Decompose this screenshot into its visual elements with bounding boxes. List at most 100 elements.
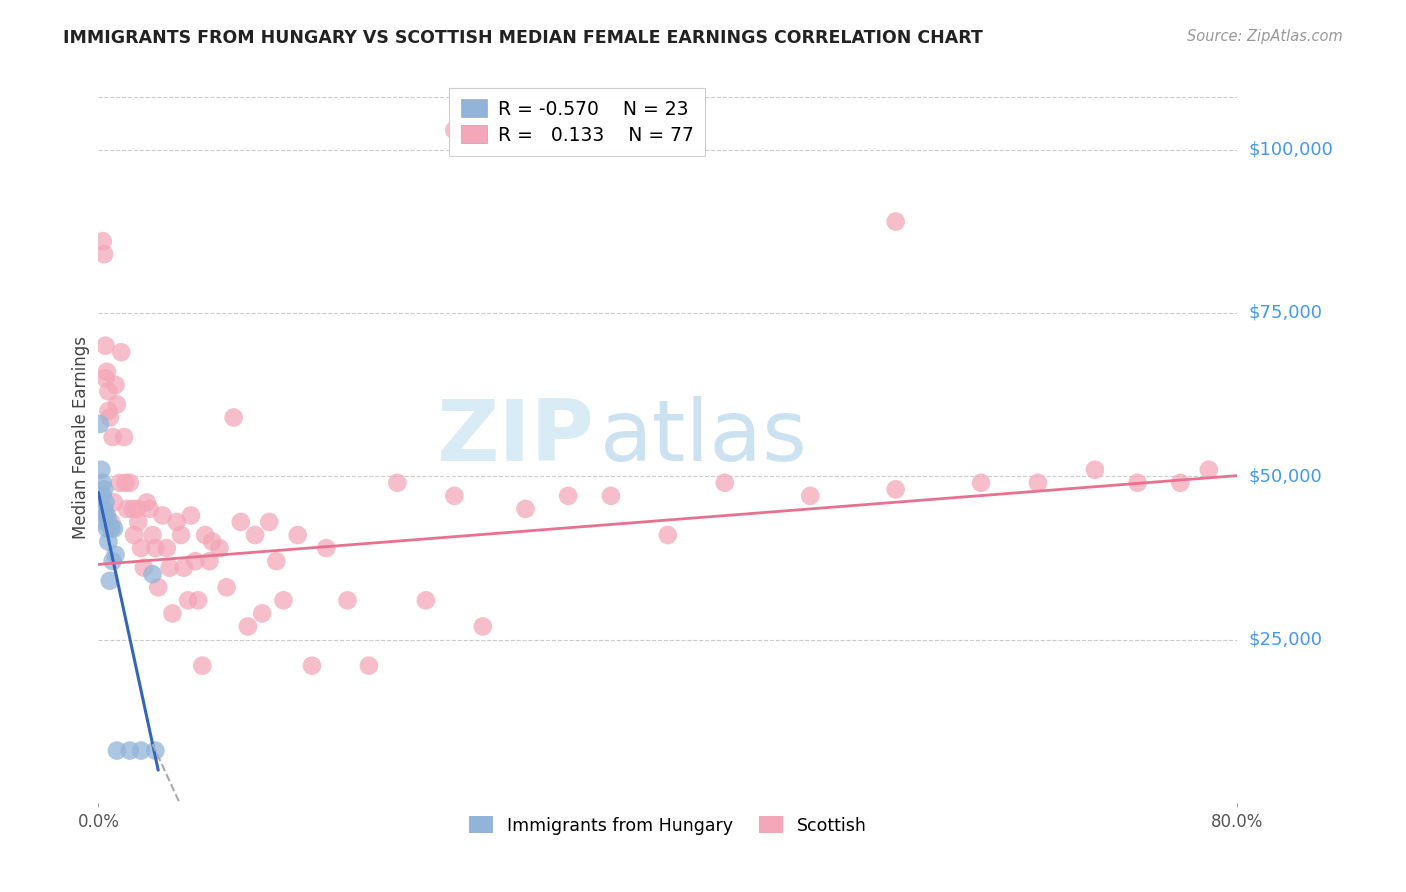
Point <box>714 475 737 490</box>
Point <box>122 528 145 542</box>
Point <box>515 502 537 516</box>
Point <box>103 495 125 509</box>
Point <box>94 508 117 523</box>
Point <box>91 234 114 248</box>
Point <box>97 404 120 418</box>
Text: ZIP: ZIP <box>436 395 593 479</box>
Point <box>145 541 167 555</box>
Point <box>100 521 122 535</box>
Text: IMMIGRANTS FROM HUNGARY VS SCOTTISH MEDIAN FEMALE EARNINGS CORRELATION CHART: IMMIGRANTS FROM HUNGARY VS SCOTTISH MEDI… <box>63 29 983 46</box>
Point <box>98 410 121 425</box>
Point <box>97 534 120 549</box>
Point <box>229 515 252 529</box>
Point <box>180 508 202 523</box>
Point <box>110 345 132 359</box>
Text: $25,000: $25,000 <box>1249 631 1323 648</box>
Text: $100,000: $100,000 <box>1249 141 1333 159</box>
Point <box>97 515 120 529</box>
Point <box>799 489 821 503</box>
Point <box>236 619 259 633</box>
Point <box>104 377 127 392</box>
Point <box>132 560 155 574</box>
Point <box>141 528 163 542</box>
Point <box>187 593 209 607</box>
Point <box>118 743 141 757</box>
Point <box>657 528 679 542</box>
Point <box>112 430 135 444</box>
Point <box>259 515 281 529</box>
Point <box>115 502 138 516</box>
Point <box>108 475 131 490</box>
Point <box>273 593 295 607</box>
Point <box>91 489 114 503</box>
Point <box>443 489 465 503</box>
Text: Source: ZipAtlas.com: Source: ZipAtlas.com <box>1187 29 1343 44</box>
Point <box>105 743 128 757</box>
Point <box>1126 475 1149 490</box>
Point <box>129 743 152 757</box>
Point <box>884 483 907 497</box>
Point <box>1198 463 1220 477</box>
Point <box>970 475 993 490</box>
Point <box>104 548 127 562</box>
Point <box>250 607 273 621</box>
Point <box>121 502 143 516</box>
Point <box>93 483 115 497</box>
Point <box>1026 475 1049 490</box>
Point <box>600 489 623 503</box>
Point <box>443 123 465 137</box>
Point <box>98 574 121 588</box>
Point <box>125 502 148 516</box>
Point <box>152 508 174 523</box>
Point <box>94 338 117 352</box>
Point <box>201 534 224 549</box>
Point <box>162 607 184 621</box>
Point <box>198 554 221 568</box>
Point <box>243 528 266 542</box>
Point <box>100 515 122 529</box>
Point <box>266 554 288 568</box>
Point <box>1170 475 1192 490</box>
Point <box>93 247 115 261</box>
Point <box>159 560 181 574</box>
Point <box>129 541 152 555</box>
Point <box>96 508 118 523</box>
Point <box>1084 463 1107 477</box>
Point <box>145 743 167 757</box>
Point <box>884 214 907 228</box>
Point <box>191 658 214 673</box>
Point <box>170 528 193 542</box>
Point <box>103 521 125 535</box>
Point <box>94 515 117 529</box>
Point <box>101 430 124 444</box>
Legend: Immigrants from Hungary, Scottish: Immigrants from Hungary, Scottish <box>461 810 875 842</box>
Point <box>105 397 128 411</box>
Point <box>91 475 114 490</box>
Point <box>135 495 157 509</box>
Point <box>96 521 118 535</box>
Point <box>357 658 380 673</box>
Point <box>315 541 337 555</box>
Point <box>208 541 231 555</box>
Text: atlas: atlas <box>599 395 807 479</box>
Text: $50,000: $50,000 <box>1249 467 1322 485</box>
Point <box>336 593 359 607</box>
Point <box>166 515 188 529</box>
Point <box>184 554 207 568</box>
Point <box>415 593 437 607</box>
Point <box>141 567 163 582</box>
Point <box>215 580 238 594</box>
Point <box>114 475 136 490</box>
Text: $75,000: $75,000 <box>1249 304 1323 322</box>
Point <box>557 489 579 503</box>
Point <box>89 417 111 431</box>
Y-axis label: Median Female Earnings: Median Female Earnings <box>72 335 90 539</box>
Point <box>222 410 245 425</box>
Point <box>94 495 117 509</box>
Point <box>138 502 160 516</box>
Point <box>471 619 494 633</box>
Point <box>94 371 117 385</box>
Point <box>301 658 323 673</box>
Point <box>173 560 195 574</box>
Point <box>148 580 170 594</box>
